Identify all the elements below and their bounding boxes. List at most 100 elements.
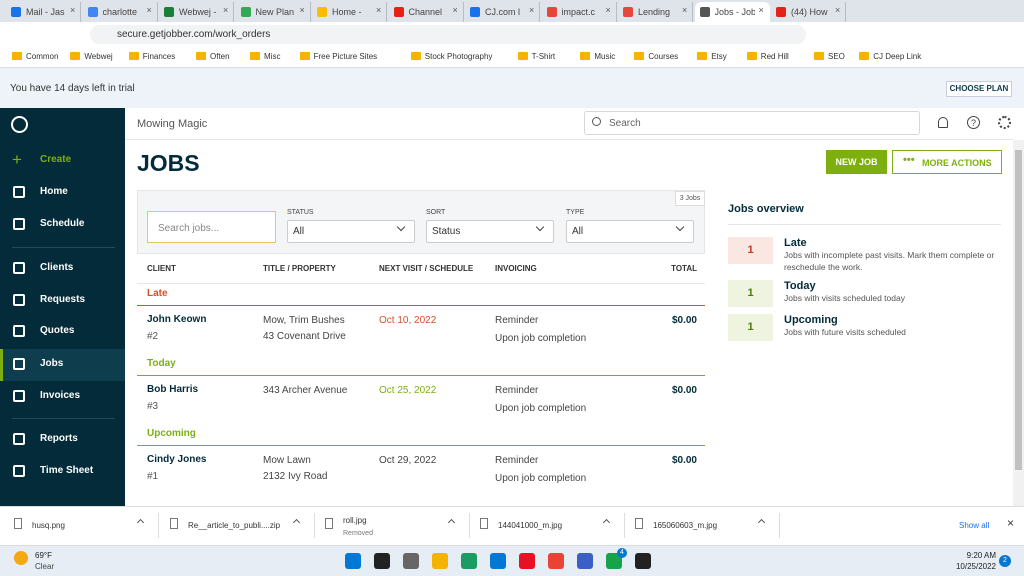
- next-visit: Oct 10, 2022: [379, 315, 437, 326]
- nav-icon: [13, 325, 25, 337]
- nav-icon: [13, 294, 25, 306]
- bell-icon[interactable]: [938, 117, 948, 128]
- taskbar-app[interactable]: [548, 553, 564, 569]
- bookmark[interactable]: Etsy: [711, 52, 727, 61]
- filter-value[interactable]: All: [293, 226, 305, 237]
- bookmark[interactable]: Stock Photography: [424, 52, 493, 61]
- taskbar-app[interactable]: [461, 553, 477, 569]
- show-all[interactable]: Show all: [959, 521, 990, 530]
- file-name[interactable]: Re__article_to_publi....zip: [188, 521, 281, 530]
- bookmark[interactable]: Free Picture Sites: [313, 52, 378, 61]
- bookmark[interactable]: Common: [26, 52, 59, 61]
- nav-item[interactable]: Requests: [40, 294, 86, 305]
- taskbar-app[interactable]: [374, 553, 390, 569]
- browser-tab[interactable]: (44) How ×: [771, 2, 846, 22]
- search-box[interactable]: [584, 111, 920, 135]
- browser-tab[interactable]: CJ.com l ×: [465, 2, 540, 22]
- bookmark[interactable]: Music: [594, 52, 616, 61]
- help-icon[interactable]: ?: [967, 116, 980, 129]
- new-job-button[interactable]: NEW JOB: [826, 150, 887, 174]
- browser-tab[interactable]: New Plan ×: [236, 2, 311, 22]
- tab-title: Mail - Jas: [26, 7, 65, 17]
- taskbar-app[interactable]: [403, 553, 419, 569]
- nav-item[interactable]: Jobs: [40, 358, 64, 369]
- count-badge[interactable]: 1: [728, 237, 773, 264]
- bookmark[interactable]: T-Shirt: [531, 52, 556, 61]
- sidebar: [0, 108, 125, 506]
- job-total: $0.00: [671, 315, 697, 326]
- filter-select[interactable]: [287, 220, 415, 243]
- settings-icon[interactable]: [998, 116, 1011, 129]
- bookmark[interactable]: Misc: [264, 52, 281, 61]
- file-name[interactable]: roll.jpg: [343, 516, 367, 525]
- active-bar: [0, 349, 3, 381]
- browser-tab[interactable]: Webwej - L ×: [159, 2, 234, 22]
- taskbar-app[interactable]: [577, 553, 593, 569]
- nav-item[interactable]: Clients: [40, 262, 74, 273]
- close-downloads[interactable]: ×: [1007, 516, 1015, 530]
- taskbar-app[interactable]: [519, 553, 535, 569]
- more-actions-button[interactable]: ••• MORE ACTIONS: [892, 150, 1002, 174]
- nav-icon: [13, 465, 25, 477]
- job-property: 343 Archer Avenue: [263, 385, 348, 396]
- weather: Clear: [35, 562, 55, 571]
- filter-select[interactable]: [566, 220, 694, 243]
- browser-tab[interactable]: Home - ×: [312, 2, 387, 22]
- bookmark[interactable]: CJ Deep Link: [873, 52, 922, 61]
- bookmark[interactable]: SEO: [828, 52, 845, 61]
- tab-close: ×: [70, 5, 76, 15]
- overview-label[interactable]: Upcoming: [784, 314, 838, 326]
- search-placeholder[interactable]: Search: [609, 118, 641, 129]
- file-icon: [170, 518, 178, 529]
- url-box[interactable]: [90, 25, 806, 44]
- bookmark-icon: [517, 52, 528, 60]
- job-title: Mow Lawn: [263, 455, 311, 466]
- filter-value[interactable]: Status: [432, 226, 461, 237]
- taskbar-app[interactable]: [490, 553, 506, 569]
- notification-badge[interactable]: 2: [999, 555, 1011, 567]
- taskbar-app[interactable]: [635, 553, 651, 569]
- nav-item[interactable]: Time Sheet: [40, 465, 94, 476]
- invoicing-detail: Upon job completion: [495, 403, 587, 414]
- nav-item[interactable]: Create: [40, 154, 72, 165]
- file-name[interactable]: 165060603_m.jpg: [653, 521, 718, 530]
- tab-icon: [623, 7, 633, 17]
- browser-tab[interactable]: Jobs - Job ×: [694, 2, 770, 22]
- file-name[interactable]: husq.png: [32, 521, 65, 530]
- browser-tab[interactable]: Channel ×: [389, 2, 464, 22]
- invoicing: Reminder: [495, 385, 539, 396]
- file-name[interactable]: 144041000_m.jpg: [498, 521, 563, 530]
- bookmark[interactable]: Finances: [142, 52, 176, 61]
- nav-item[interactable]: Invoices: [40, 390, 81, 401]
- nav-item[interactable]: Reports: [40, 433, 78, 444]
- taskbar-app[interactable]: [345, 553, 361, 569]
- nav-item[interactable]: Home: [40, 186, 68, 197]
- search-jobs[interactable]: [147, 211, 276, 243]
- browser-tab[interactable]: charlotte ×: [83, 2, 158, 22]
- trial-text: You have 14 days left in trial: [10, 83, 135, 94]
- filter-select[interactable]: [426, 220, 554, 243]
- overview-label[interactable]: Today: [784, 280, 816, 292]
- bookmark[interactable]: Courses: [648, 52, 679, 61]
- tab-title: CJ.com l: [485, 7, 521, 17]
- count-badge[interactable]: 1: [728, 314, 773, 341]
- choose-plan[interactable]: CHOOSE PLAN: [946, 81, 1012, 97]
- browser-tab[interactable]: Mail - Jas ×: [6, 2, 81, 22]
- bookmark-icon: [250, 52, 260, 60]
- filter-value[interactable]: All: [572, 226, 584, 237]
- browser-tab[interactable]: impact.c ×: [542, 2, 617, 22]
- url-text[interactable]: secure.getjobber.com/work_orders: [117, 29, 271, 40]
- count-badge[interactable]: 1: [728, 280, 773, 307]
- overview-label[interactable]: Late: [784, 237, 807, 249]
- nav-item[interactable]: Schedule: [40, 218, 85, 229]
- bookmark[interactable]: Often: [210, 52, 230, 61]
- column-header: NEXT VISIT / SCHEDULE: [379, 264, 474, 273]
- bookmark[interactable]: Red Hill: [760, 52, 789, 61]
- bookmark[interactable]: Webwej: [84, 52, 113, 61]
- search-jobs-placeholder[interactable]: Search jobs...: [158, 223, 220, 234]
- taskbar-app[interactable]: [432, 553, 448, 569]
- nav-item[interactable]: Quotes: [40, 325, 75, 336]
- browser-tab[interactable]: Lending ×: [618, 2, 693, 22]
- tab-close: ×: [299, 5, 305, 15]
- bookmark-icon: [746, 52, 757, 60]
